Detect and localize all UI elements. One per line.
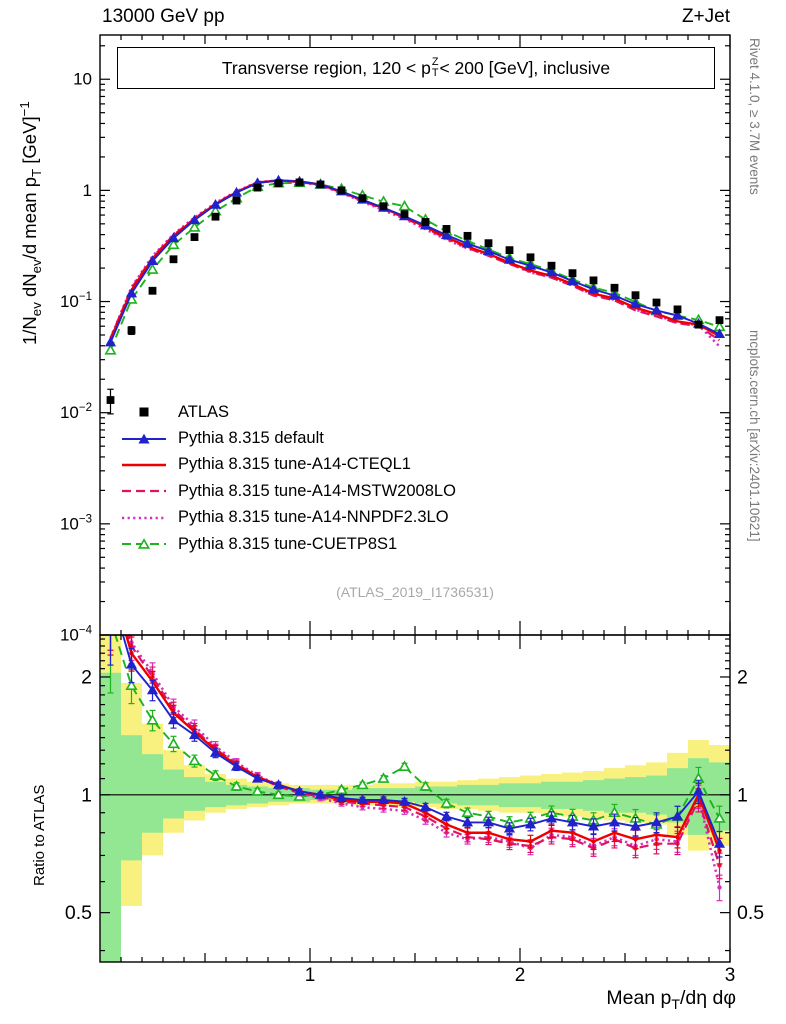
- process-label: Z+Jet: [681, 6, 730, 27]
- beam-energy-label: 13000 GeV pp: [102, 6, 225, 27]
- svg-text:1: 1: [737, 784, 748, 806]
- rivet-version-watermark: Rivet 4.1.0, ≥ 3.7M events: [747, 38, 762, 195]
- legend-label-a14-nnpdf23lo: Pythia 8.315 tune-A14-NNPDF2.3LO: [178, 508, 449, 527]
- svg-text:0.5: 0.5: [737, 902, 764, 924]
- plot-title-text: Transverse region, 120 < p: [221, 57, 431, 78]
- svg-text:2: 2: [81, 666, 92, 688]
- atlas-marker-icon: [139, 407, 149, 417]
- svg-text:1: 1: [305, 965, 316, 986]
- a14-cteql1-line-icon: [122, 463, 166, 467]
- legend-entry-pythia-default: Pythia 8.315 default: [120, 425, 456, 451]
- a14-nnpdf23lo-line-icon: [122, 516, 166, 519]
- legend-entry-a14-nnpdf23lo: Pythia 8.315 tune-A14-NNPDF2.3LO: [120, 505, 456, 531]
- legend: ATLAS Pythia 8.315 default Pythia 8.315 …: [120, 399, 456, 557]
- legend-entry-a14-cteql1: Pythia 8.315 tune-A14-CTEQL1: [120, 452, 456, 478]
- main-y-axis-title: 1/Nev dNev/d mean pT [GeV]−1: [17, 101, 44, 345]
- legend-entry-atlas: ATLAS: [120, 399, 456, 425]
- legend-label-a14-mstw2008lo: Pythia 8.315 tune-A14-MSTW2008LO: [178, 481, 456, 500]
- a14-mstw2008lo-line-icon: [122, 490, 166, 493]
- legend-label-atlas: ATLAS: [178, 402, 230, 421]
- mcplots-watermark: mcplots.cern.ch [arXiv:2401.10621]: [747, 330, 762, 542]
- svg-text:0.5: 0.5: [65, 902, 92, 924]
- svg-text:1: 1: [83, 181, 92, 200]
- svg-text:10: 10: [73, 70, 92, 89]
- svg-text:1: 1: [81, 784, 92, 806]
- ratio-y-axis-title: Ratio to ATLAS: [31, 784, 48, 886]
- svg-text:10−4: 10−4: [60, 625, 93, 645]
- svg-text:10−2: 10−2: [60, 402, 92, 422]
- legend-label-cuetp8s1: Pythia 8.315 tune-CUETP8S1: [178, 534, 398, 553]
- legend-label-pythia-default: Pythia 8.315 default: [178, 429, 324, 448]
- svg-text:2: 2: [737, 666, 748, 688]
- pythia-default-line-icon: [122, 433, 166, 444]
- legend-entry-cuetp8s1: Pythia 8.315 tune-CUETP8S1: [120, 531, 456, 557]
- svg-text:2: 2: [515, 965, 526, 986]
- legend-label-a14-cteql1: Pythia 8.315 tune-A14-CTEQL1: [178, 455, 411, 474]
- x-axis-title: Mean pT/dη dφ: [606, 987, 736, 1012]
- cuetp8s1-line-icon: [122, 538, 166, 549]
- analysis-id: (ATLAS_2019_I1736531): [336, 584, 494, 600]
- svg-text:10−3: 10−3: [60, 513, 92, 533]
- legend-entry-a14-mstw2008lo: Pythia 8.315 tune-A14-MSTW2008LO: [120, 478, 456, 504]
- svg-text:10−1: 10−1: [60, 291, 92, 311]
- svg-text:3: 3: [725, 965, 736, 986]
